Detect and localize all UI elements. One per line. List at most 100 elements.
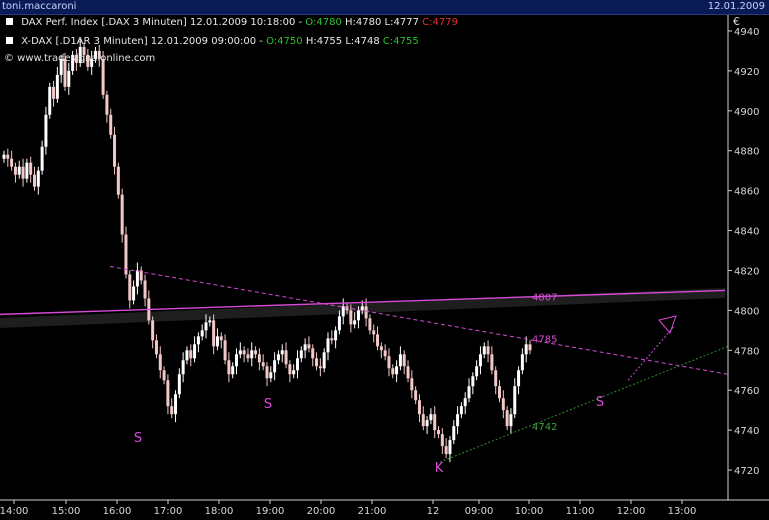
user-name: toni.maccaroni [2, 1, 77, 12]
price-annotation: 4807 [532, 292, 557, 303]
support-line [439, 345, 729, 463]
x-tick-label: 09:00 [465, 506, 494, 517]
candle-body [2, 154, 6, 159]
legend-open: 4780 [316, 17, 342, 28]
candle-body [337, 316, 341, 331]
legend-close-label: C: [382, 36, 394, 47]
candle-body [101, 58, 105, 95]
y-tick-label: 4800 [734, 306, 759, 317]
candle-body [395, 366, 399, 375]
x-tick-label: 17:00 [154, 506, 183, 517]
candle-body [261, 362, 265, 367]
candle-body [318, 366, 322, 369]
candle-body [376, 334, 380, 347]
candle-body [25, 162, 29, 179]
x-tick-label: 19:00 [256, 506, 285, 517]
candle-body [113, 134, 117, 167]
candle-body [524, 344, 528, 355]
price-chart[interactable]: €4940 4920 4900 4880 4860 4840 4820 4800 4780 476… [0, 15, 769, 520]
candle-body [196, 336, 200, 345]
candle-body [82, 46, 86, 55]
candle-body [379, 346, 383, 351]
series-swatch-icon [6, 37, 13, 44]
candle-body [303, 344, 307, 351]
y-tick-label: 4860 [734, 187, 759, 198]
legend-open-label: O: [266, 36, 278, 47]
candle-body [185, 350, 189, 361]
candle-body [517, 370, 521, 387]
candle-body [288, 364, 292, 375]
legend-open-label: O: [305, 17, 317, 28]
candle-body [368, 318, 372, 331]
candle-body [21, 166, 25, 179]
candle-body [200, 330, 204, 337]
candle-body [471, 376, 475, 387]
candle-body [383, 350, 387, 357]
candle-body [425, 420, 429, 427]
x-tick-label: 13:00 [668, 506, 697, 517]
projection-arrow-line [627, 326, 675, 381]
candle-body [86, 54, 90, 67]
legend-close: 4755 [393, 36, 419, 47]
candle-body [29, 162, 33, 175]
candle-body [467, 386, 471, 399]
candle-body [307, 344, 311, 349]
legend-high: H:4780 [345, 17, 382, 28]
x-tick-label: 11:00 [566, 506, 595, 517]
candle-body [456, 414, 460, 427]
legend-row-dax[interactable]: DAX Perf. Index [.DAX 3 Minuten] 12.01.2… [6, 17, 458, 28]
candle-body [63, 58, 67, 87]
candle-body [10, 158, 14, 167]
candle-body [44, 114, 48, 147]
candle-body [105, 94, 109, 115]
x-tick-label: 18:00 [205, 506, 234, 517]
y-tick-label: 4940 [734, 27, 759, 38]
candle-body [501, 398, 505, 411]
candle-body [254, 350, 258, 355]
candle-body [32, 174, 36, 187]
candle-body [151, 320, 155, 341]
legend-high: H:4755 [305, 36, 343, 47]
legend-row-xdax[interactable]: X-DAX [.D1AR 3 Minuten] 12.01.2009 09:00… [6, 36, 419, 47]
pattern-label: K [435, 461, 444, 476]
candle-body [292, 370, 296, 375]
resistance-line [0, 289, 726, 316]
y-tick-label: 4820 [734, 266, 759, 277]
candle-body [189, 350, 193, 359]
candle-body [444, 446, 448, 455]
legend-low: L:4777 [384, 17, 419, 28]
candle-body [67, 70, 71, 87]
candle-body [437, 430, 441, 435]
candle-body [55, 74, 59, 99]
candle-body [97, 50, 101, 59]
candle-body [353, 320, 357, 325]
candle-body [124, 234, 128, 275]
candle-body [421, 414, 425, 427]
candle-body [295, 358, 299, 371]
candle-body [505, 410, 509, 427]
candle-body [448, 440, 452, 455]
candle-body [170, 406, 174, 415]
candle-body [227, 360, 231, 375]
pattern-label: S [264, 397, 272, 412]
window-titlebar: toni.maccaroni 12.01.2009 [0, 0, 769, 15]
candle-body [482, 346, 486, 355]
candle-body [181, 360, 185, 375]
y-tick-label: 4740 [734, 426, 759, 437]
candle-body [215, 336, 219, 347]
series-swatch-icon [6, 18, 13, 25]
candle-body [360, 306, 364, 311]
candle-body [59, 58, 63, 75]
candle-body [231, 366, 235, 375]
candle-body [154, 340, 158, 355]
candle-body [135, 270, 139, 287]
x-tick-label: 21:00 [358, 506, 387, 517]
candle-body [349, 310, 353, 325]
candle-body [315, 358, 319, 367]
candle-body [17, 166, 21, 175]
candle-body [509, 414, 513, 427]
projection-arrow-head-icon [658, 315, 677, 334]
candle-body [528, 344, 532, 351]
candle-body [139, 270, 143, 281]
x-tick-label: 10:00 [515, 506, 544, 517]
